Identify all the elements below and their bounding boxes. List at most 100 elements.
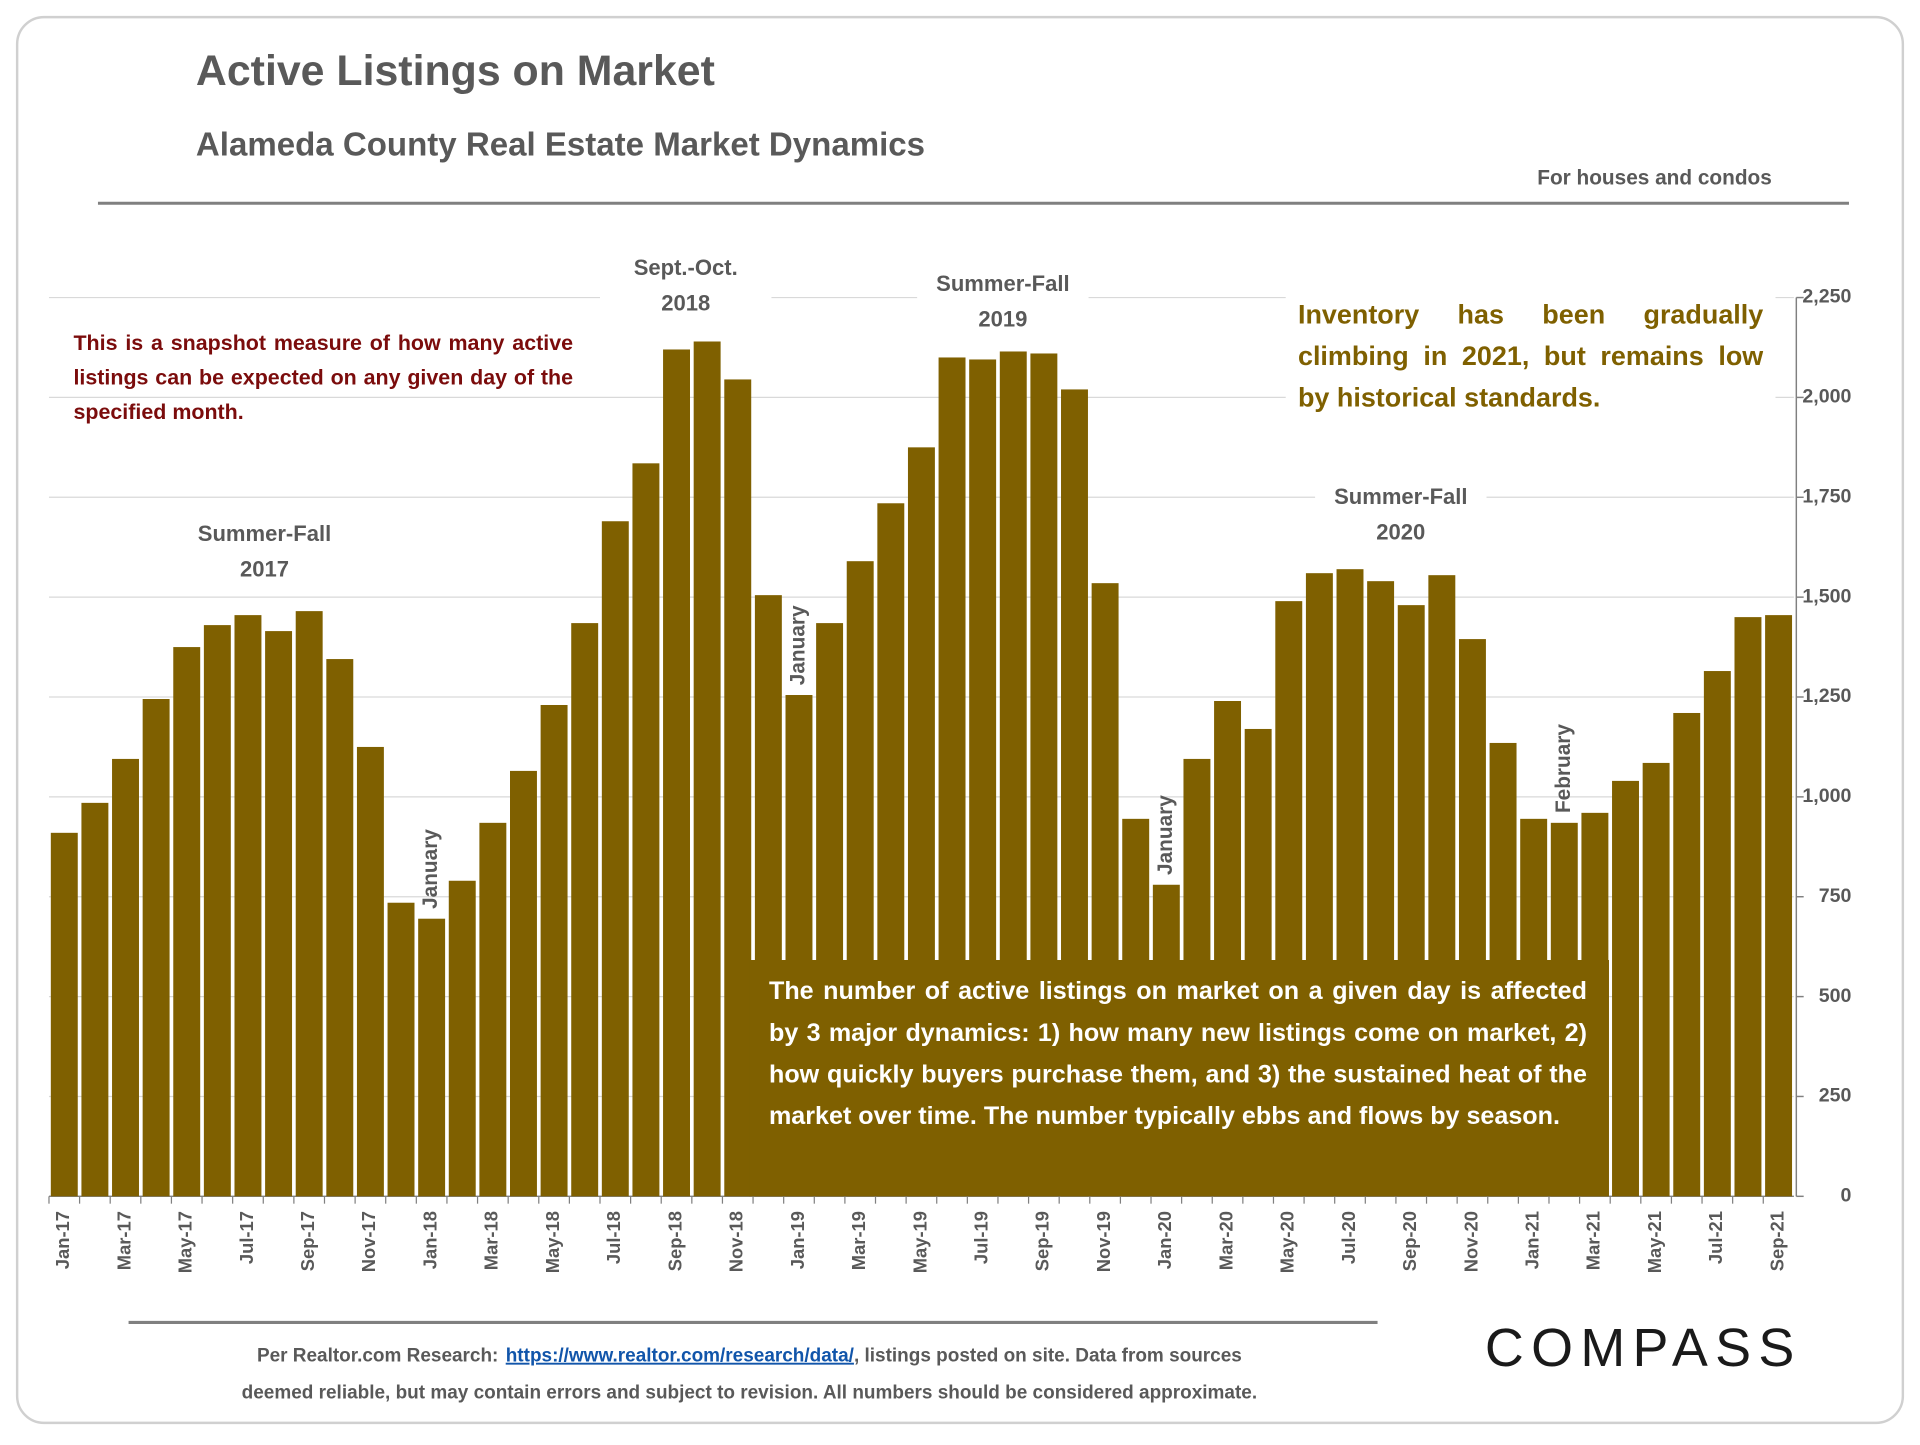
x-tick-label: Sep-21 — [1766, 1211, 1787, 1271]
source-link[interactable]: https://www.realtor.com/research/data/ — [506, 1346, 855, 1367]
bar — [1642, 762, 1670, 1197]
x-tick-label: Nov-18 — [726, 1211, 747, 1272]
bar — [693, 341, 721, 1197]
bar — [142, 699, 170, 1197]
season-annotation: 2019 — [978, 307, 1027, 332]
bar — [1734, 617, 1762, 1197]
x-tick-label: Sep-18 — [664, 1211, 685, 1271]
x-tick-label: Nov-17 — [358, 1211, 379, 1272]
x-tick-label: May-18 — [542, 1211, 563, 1273]
season-annotation: Summer-Fall — [1334, 484, 1467, 509]
source-prefix: Per Realtor.com Research: — [257, 1346, 498, 1367]
bar — [448, 880, 476, 1197]
annotation-bg — [600, 247, 772, 326]
y-tick-label: 750 — [1819, 885, 1852, 907]
month-annotation: January — [786, 605, 809, 685]
bar — [663, 349, 690, 1197]
inventory-note-bg — [1285, 291, 1776, 427]
bar — [601, 521, 629, 1197]
y-tick-label: 500 — [1819, 985, 1852, 1007]
bar — [418, 918, 446, 1197]
footer-line-2: deemed reliable, but may contain errors … — [242, 1382, 1257, 1403]
x-tick-label: Jan-21 — [1522, 1211, 1543, 1269]
bar — [203, 625, 231, 1197]
bar — [50, 832, 78, 1197]
x-tick-label: Mar-18 — [481, 1211, 502, 1270]
snapshot-note: This is a snapshot measure of how many a… — [73, 330, 574, 424]
x-tick-label: Jul-17 — [236, 1211, 257, 1264]
annotation-bg — [1315, 476, 1487, 555]
bar — [356, 746, 384, 1197]
logo: COMPASS — [1485, 1318, 1802, 1378]
month-annotation: January — [1154, 795, 1177, 875]
bar — [540, 704, 568, 1197]
x-tick-label: Jul-19 — [970, 1211, 991, 1264]
season-annotation: Summer-Fall — [936, 271, 1069, 296]
bar — [173, 647, 201, 1197]
x-tick-label: Jan-18 — [419, 1211, 440, 1269]
bar — [510, 770, 537, 1197]
bar — [1673, 712, 1701, 1197]
bar — [479, 822, 507, 1197]
dynamics-note: The number of active listings on market … — [768, 977, 1587, 1131]
chart-subtitle: Alameda County Real Estate Market Dynami… — [196, 127, 925, 164]
bar — [81, 802, 109, 1197]
x-tick-label: May-19 — [909, 1211, 930, 1273]
bar — [571, 623, 599, 1197]
labels: 0 250 500 750 1,000 1,250 1,500 1,750 2,000 2,250… — [52, 247, 1852, 1273]
season-annotation: 2020 — [1376, 520, 1425, 545]
y-tick-label: 250 — [1819, 1085, 1852, 1107]
bar — [632, 463, 660, 1197]
x-tick-label: Jul-18 — [603, 1211, 624, 1264]
bar — [265, 631, 293, 1197]
x-tick-label: Sep-20 — [1399, 1211, 1420, 1271]
bar — [234, 615, 262, 1197]
y-tick-label: 2,250 — [1802, 286, 1851, 308]
x-tick-label: Jan-20 — [1154, 1211, 1175, 1269]
bar — [724, 379, 752, 1197]
y-tick-label: 1,250 — [1802, 685, 1851, 707]
x-tick-label: Jan-17 — [52, 1211, 73, 1269]
y-tick-label: 1,750 — [1802, 485, 1851, 507]
bar — [112, 758, 139, 1197]
season-annotation: Summer-Fall — [198, 521, 331, 546]
y-tick-label: 2,000 — [1802, 386, 1851, 408]
x-tick-label: Mar-17 — [113, 1211, 134, 1270]
bar — [1765, 615, 1793, 1197]
inventory-note-box: Inventory has been gradually climbing in… — [1297, 298, 1764, 413]
season-annotation: 2018 — [661, 291, 710, 316]
bar — [1703, 671, 1731, 1197]
x-tick-label: May-17 — [175, 1211, 196, 1273]
bar — [295, 611, 323, 1197]
dynamics-note-box: The number of active listings on market … — [768, 977, 1587, 1131]
inventory-note: Inventory has been gradually climbing in… — [1297, 298, 1764, 413]
season-annotation: Sept.-Oct. — [634, 255, 738, 280]
x-tick-label: Sep-17 — [297, 1211, 318, 1271]
annotation-bg — [178, 513, 351, 592]
bar — [326, 659, 354, 1197]
dynamics-note-bg — [749, 960, 1609, 1197]
x-tick-label: Jan-19 — [787, 1211, 808, 1269]
x-tick-label: May-21 — [1644, 1211, 1665, 1273]
month-annotation: January — [419, 829, 442, 909]
chart-note: For houses and condos — [1537, 166, 1772, 189]
x-tick-label: Jul-21 — [1705, 1211, 1726, 1264]
bar — [387, 902, 415, 1197]
footer-line-1: Per Realtor.com Research: https://www.rea… — [257, 1346, 1242, 1367]
y-tick-label: 0 — [1841, 1184, 1852, 1206]
annotation-bg — [917, 263, 1089, 342]
y-tick-label: 1,500 — [1802, 585, 1851, 607]
x-tick-label: Jul-20 — [1338, 1211, 1359, 1264]
bar — [1612, 780, 1639, 1197]
season-annotation: 2017 — [240, 556, 289, 581]
x-tick-label: Mar-20 — [1215, 1211, 1236, 1270]
x-tick-label: Mar-19 — [848, 1211, 869, 1270]
x-tick-label: Nov-20 — [1460, 1211, 1481, 1272]
x-tick-label: Sep-19 — [1032, 1211, 1053, 1271]
chart-title: Active Listings on Market — [196, 47, 715, 95]
month-annotation: February — [1552, 724, 1575, 813]
x-tick-label: May-20 — [1277, 1211, 1298, 1273]
source-rest: , listings posted on site. Data from sou… — [854, 1346, 1242, 1367]
